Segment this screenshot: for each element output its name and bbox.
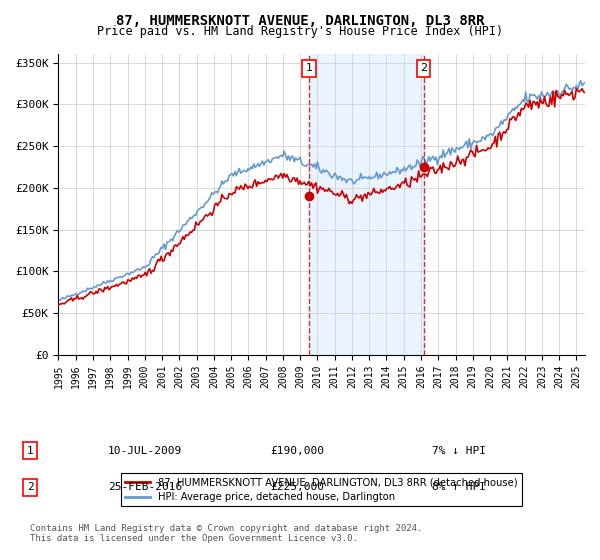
Legend: 87, HUMMERSKNOTT AVENUE, DARLINGTON, DL3 8RR (detached house), HPI: Average pric: 87, HUMMERSKNOTT AVENUE, DARLINGTON, DL3… [121, 473, 522, 506]
Text: 25-FEB-2016: 25-FEB-2016 [108, 482, 182, 492]
Text: £225,000: £225,000 [270, 482, 324, 492]
Text: 7% ↓ HPI: 7% ↓ HPI [432, 446, 486, 456]
Text: 8% ↑ HPI: 8% ↑ HPI [432, 482, 486, 492]
Text: Price paid vs. HM Land Registry's House Price Index (HPI): Price paid vs. HM Land Registry's House … [97, 25, 503, 38]
Text: 2: 2 [420, 63, 427, 73]
Text: 2: 2 [26, 482, 34, 492]
Text: 1: 1 [26, 446, 34, 456]
Text: 10-JUL-2009: 10-JUL-2009 [108, 446, 182, 456]
Text: £190,000: £190,000 [270, 446, 324, 456]
Bar [310, 54, 424, 355]
Text: Contains HM Land Registry data © Crown copyright and database right 2024.
This d: Contains HM Land Registry data © Crown c… [30, 524, 422, 543]
Text: 1: 1 [306, 63, 313, 73]
Text: 87, HUMMERSKNOTT AVENUE, DARLINGTON, DL3 8RR: 87, HUMMERSKNOTT AVENUE, DARLINGTON, DL3… [116, 14, 484, 28]
